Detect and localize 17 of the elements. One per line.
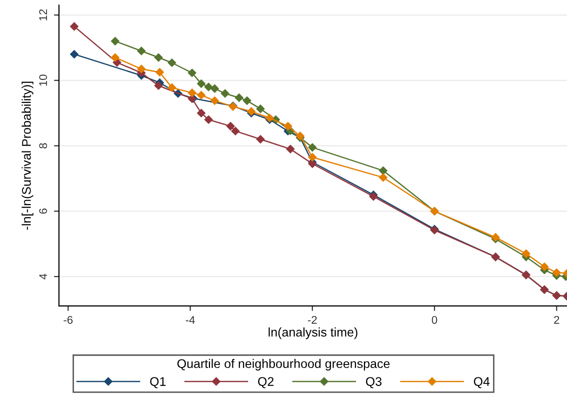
y-tick-label: 6 (39, 208, 48, 214)
legend-label: Q1 (150, 377, 166, 388)
x-tick-label: 2 (554, 316, 560, 324)
y-tick-label: 10 (39, 74, 48, 86)
y-tick-label: 4 (39, 274, 47, 280)
x-axis-title: ln(analysis time) (268, 327, 358, 340)
x-tick-label: -4 (186, 316, 195, 324)
x-tick-label: -2 (308, 316, 317, 324)
x-tick-label: -6 (64, 316, 73, 324)
y-tick-label: 8 (39, 143, 48, 148)
legend-label: Q4 (474, 377, 490, 388)
legend-label: Q2 (258, 377, 274, 388)
y-axis-title: -ln[-ln(Survival Probability)] (22, 82, 34, 230)
y-tick-label: 12 (39, 9, 47, 20)
x-tick-label: 0 (432, 316, 438, 324)
legend-label: Q3 (366, 377, 382, 388)
legend-title: Quartile of neighbourhood greenspace (177, 358, 390, 371)
